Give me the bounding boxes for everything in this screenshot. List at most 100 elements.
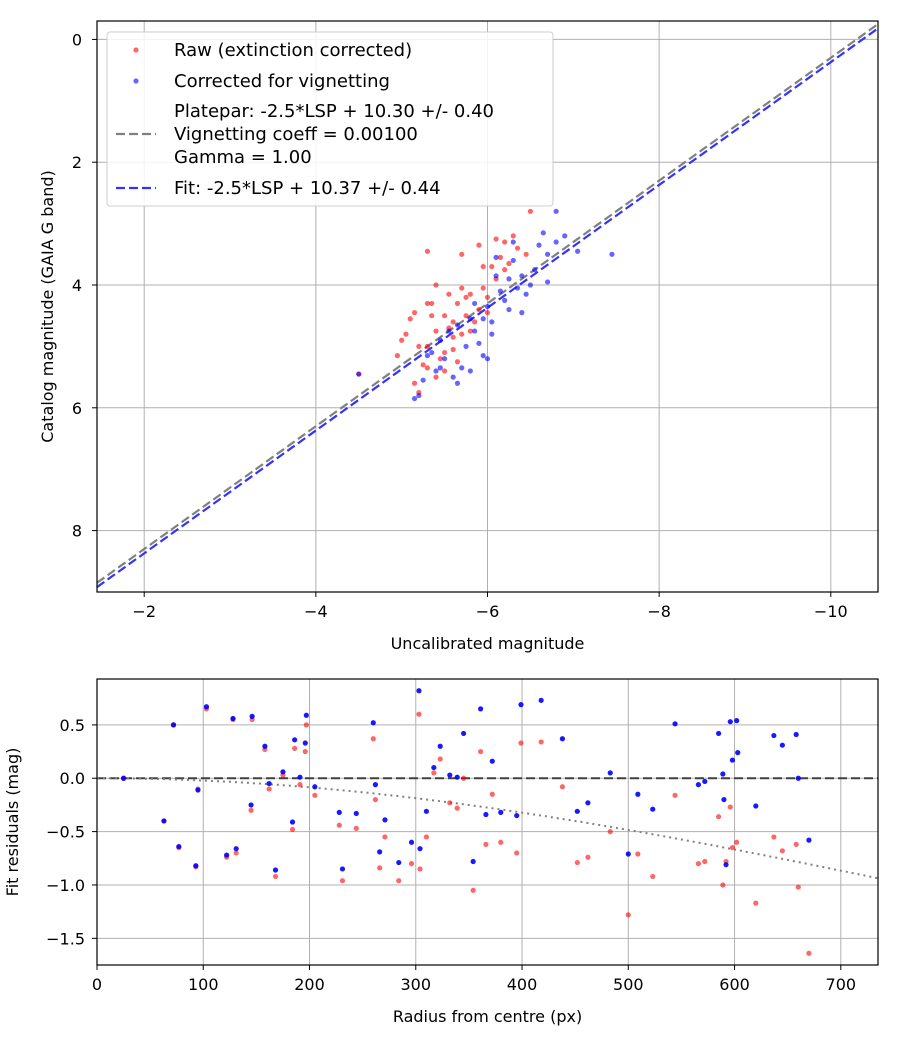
corrected-residual-point — [559, 736, 566, 742]
bottom-scatter-points — [120, 688, 812, 956]
corrected-point — [433, 368, 439, 374]
legend-label-fit: Fit: -2.5*LSP + 10.37 +/- 0.44 — [174, 178, 441, 199]
raw-residual-point — [498, 839, 504, 845]
raw-point — [450, 334, 456, 340]
raw-point — [480, 285, 486, 291]
legend-label-corrected: Corrected for vignetting — [174, 71, 390, 92]
corrected-residual-point — [771, 732, 777, 739]
raw-point — [454, 359, 461, 365]
corrected-residual-point — [477, 706, 484, 712]
corrected-residual-point — [382, 817, 388, 823]
raw-residual-point — [727, 804, 733, 810]
raw-point — [463, 313, 469, 319]
top-x-tick-label: −2 — [132, 602, 156, 621]
corrected-residual-point — [716, 730, 722, 737]
corrected-point — [476, 340, 482, 346]
raw-point — [489, 263, 495, 270]
corrected-residual-point — [297, 774, 303, 780]
bottom-y-tick-label: −0.5 — [46, 823, 85, 842]
top-x-tick-label: −8 — [647, 602, 671, 621]
corrected-point — [420, 377, 426, 383]
raw-residual-point — [483, 841, 489, 848]
vignetting-curve — [97, 777, 878, 880]
raw-residual-point — [695, 861, 702, 867]
raw-point — [454, 300, 461, 307]
raw-residual-point — [423, 834, 430, 840]
corrected-residual-point — [721, 796, 727, 803]
corrected-point — [553, 239, 559, 245]
raw-residual-point — [447, 800, 453, 806]
raw-point — [424, 248, 431, 254]
corrected-residual-point — [470, 858, 476, 865]
corrected-residual-point — [161, 818, 167, 824]
raw-point — [407, 316, 413, 322]
corrected-point — [454, 322, 461, 328]
raw-residual-point — [377, 865, 383, 871]
corrected-point — [575, 248, 581, 254]
raw-residual-point — [292, 745, 298, 751]
raw-point — [399, 337, 405, 343]
corrected-residual-point — [280, 769, 286, 775]
raw-residual-point — [437, 756, 443, 762]
corrected-residual-point — [793, 731, 799, 738]
residuals-plot: 0 100 200 300 400 500 600 700 0.5 0.0 −0.5 −1.0 −1.… — [3, 678, 879, 1026]
corrected-residual-point — [266, 780, 272, 787]
corrected-point — [527, 282, 534, 288]
bottom-x-tick-label: 400 — [507, 975, 538, 994]
bottom-x-tick-label: 0 — [92, 975, 102, 994]
corrected-point — [437, 365, 443, 371]
corrected-point — [497, 288, 503, 294]
corrected-point — [480, 353, 486, 359]
raw-residual-point — [635, 851, 641, 857]
raw-residual-point — [233, 850, 239, 856]
corrected-residual-point — [233, 846, 239, 852]
raw-point — [467, 328, 473, 334]
raw-residual-point — [289, 826, 296, 833]
legend-label-gamma: Gamma = 1.00 — [174, 147, 312, 168]
raw-point — [429, 313, 435, 319]
raw-point — [424, 343, 431, 350]
corrected-point — [506, 276, 512, 282]
corrected-residual-point — [302, 740, 308, 746]
raw-residual-point — [416, 711, 422, 717]
bottom-grid — [96, 679, 878, 965]
raw-point — [514, 245, 521, 251]
corrected-residual-point — [224, 852, 230, 858]
corrected-residual-point — [120, 775, 127, 781]
raw-residual-point — [795, 884, 801, 890]
corrected-residual-point — [625, 851, 631, 857]
corrected-residual-point — [518, 702, 524, 708]
corrected-point — [411, 395, 418, 402]
bottom-x-tick-label: 200 — [294, 975, 325, 994]
legend-entry-platepar: Platepar: -2.5*LSP + 10.30 +/- 0.40 Vign… — [116, 101, 494, 168]
corrected-point — [489, 331, 495, 337]
raw-point — [497, 254, 503, 260]
raw-point — [433, 282, 439, 288]
raw-point — [502, 239, 508, 245]
raw-residual-point — [559, 784, 566, 790]
top-y-ticks: 0 2 4 6 8 — [72, 30, 97, 541]
corrected-residual-point — [372, 782, 378, 788]
corrected-residual-point — [447, 772, 453, 778]
corrected-residual-point — [702, 778, 708, 785]
corrected-residual-point — [416, 688, 422, 694]
corrected-residual-point — [272, 867, 279, 873]
raw-residual-point — [729, 845, 736, 851]
raw-point — [411, 310, 418, 316]
raw-residual-point — [585, 854, 591, 860]
raw-point — [450, 319, 456, 325]
raw-residual-point — [753, 900, 759, 906]
raw-point — [446, 291, 452, 297]
top-scatter-points — [356, 208, 615, 402]
corrected-point — [502, 297, 508, 303]
raw-residual-point — [538, 739, 544, 745]
bottom-x-tick-label: 700 — [826, 975, 857, 994]
fit-line-fit — [97, 27, 878, 588]
raw-point — [424, 300, 431, 307]
legend-marker-corrected — [133, 78, 139, 84]
raw-point — [441, 368, 448, 374]
raw-residual-point — [734, 839, 740, 845]
corrected-point — [544, 251, 551, 257]
raw-point — [403, 331, 409, 337]
